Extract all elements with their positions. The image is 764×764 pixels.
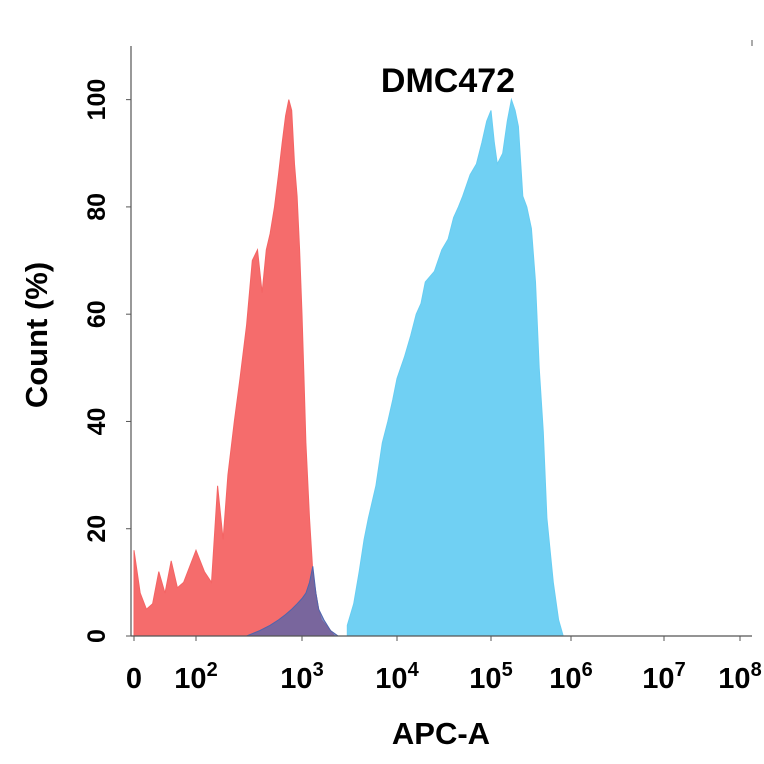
y-axis-title: Count (%)	[19, 262, 54, 408]
x-tick-label-1000: 103	[280, 659, 323, 695]
series-layer	[133, 97, 564, 637]
histogram-series-3	[246, 566, 340, 637]
y-tick-label-40: 40	[83, 408, 111, 436]
x-tick-label-1000000: 106	[549, 659, 592, 695]
x-axis-title: APC-A	[392, 716, 490, 751]
x-tick-layer: 0 102 103 104 105 106 107 108	[126, 636, 762, 695]
x-tick-label-0: 0	[126, 663, 142, 695]
x-tick-label-100000000: 108	[718, 659, 761, 695]
y-tick-label-60: 60	[83, 300, 111, 328]
x-tick-label-100000: 105	[469, 659, 512, 695]
x-tick-label-100: 102	[174, 659, 217, 695]
x-tick-label-10000: 104	[375, 659, 419, 695]
x-tick-label-10000000: 107	[642, 659, 685, 695]
axes-layer	[130, 40, 753, 637]
y-tick-layer: 0 20 40 60 80 100	[83, 79, 131, 643]
y-tick-label-80: 80	[83, 193, 111, 221]
histogram-series-2	[346, 97, 564, 637]
y-tick-label-0: 0	[83, 629, 111, 643]
y-tick-label-100: 100	[83, 79, 111, 121]
histogram-series-1	[133, 99, 336, 637]
chart-title: DMC472	[381, 62, 515, 100]
y-tick-label-20: 20	[83, 515, 111, 543]
